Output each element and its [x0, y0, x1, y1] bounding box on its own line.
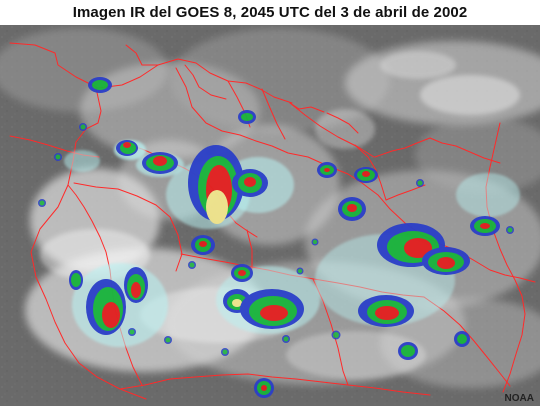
goes-ir-image [0, 25, 540, 406]
satellite-image-frame: NOAA [0, 25, 540, 406]
credit-label: NOAA [504, 393, 534, 404]
country-borders [9, 42, 536, 400]
convective-clusters [38, 77, 520, 398]
figure-title: Imagen IR del GOES 8, 2045 UTC del 3 de … [72, 4, 468, 21]
